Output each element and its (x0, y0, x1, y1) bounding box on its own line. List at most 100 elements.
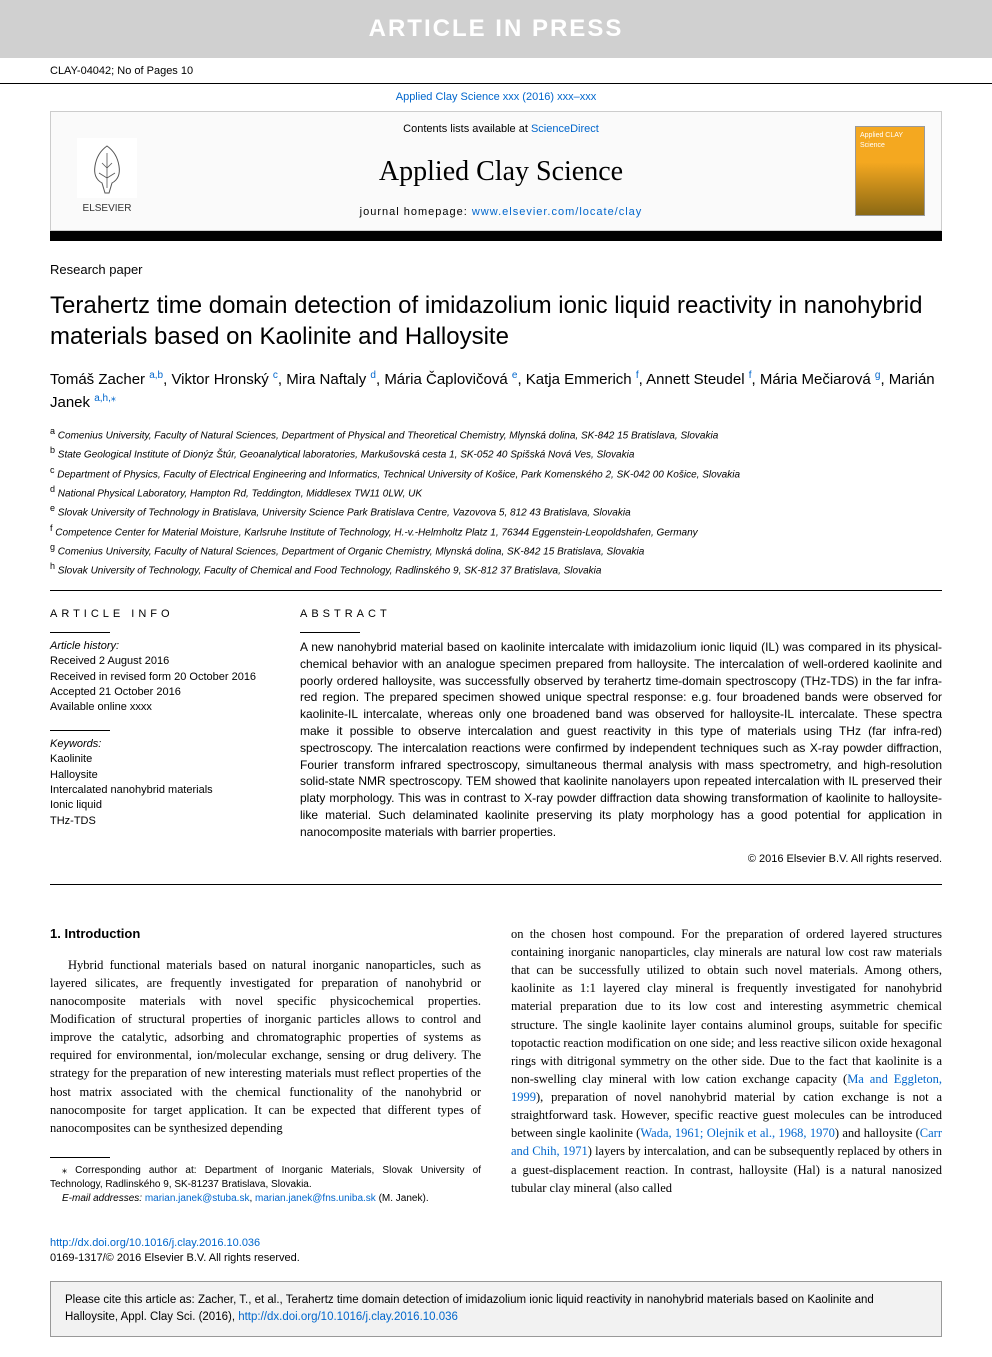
affiliation-key: f (50, 523, 53, 533)
author: Annett Steudel f (646, 371, 751, 388)
citation-line: Applied Clay Science xxx (2016) xxx–xxx (0, 84, 992, 111)
affiliation-key: g (50, 542, 55, 552)
publisher-name: ELSEVIER (83, 202, 132, 216)
history-item: Received 2 August 2016 (50, 654, 270, 669)
footnote-separator (50, 1157, 110, 1158)
corresponding-marker: ⁎ (111, 393, 116, 404)
history-label: Article history: (50, 639, 270, 654)
abstract-divider (300, 632, 360, 633)
article-type: Research paper (50, 261, 942, 279)
author-aff-marker: a,b (149, 370, 163, 381)
doi-link[interactable]: http://dx.doi.org/10.1016/j.clay.2016.10… (50, 1237, 260, 1249)
abstract-text: A new nanohybrid material based on kaoli… (300, 639, 942, 841)
authors: Tomáš Zacher a,b, Viktor Hronský c, Mira… (50, 368, 942, 415)
homepage-line: journal homepage: www.elsevier.com/locat… (147, 205, 855, 220)
keywords-label: Keywords: (50, 737, 270, 752)
affiliation: e Slovak University of Technology in Bra… (50, 502, 942, 520)
issn-line: 0169-1317/© 2016 Elsevier B.V. All right… (50, 1252, 300, 1264)
author-aff-marker: f (749, 370, 752, 381)
author-aff-marker: d (370, 370, 376, 381)
cover-label: Applied CLAY Science (860, 131, 920, 151)
keyword: Kaolinite (50, 752, 270, 767)
author: Mária Čaplovičová e (384, 371, 517, 388)
affiliations: a Comenius University, Faculty of Natura… (50, 425, 942, 590)
intro-right-pre: on the chosen host compound. For the pre… (511, 927, 942, 1086)
right-column: on the chosen host compound. For the pre… (511, 925, 942, 1206)
history-item: Accepted 21 October 2016 (50, 685, 270, 700)
author-aff-marker: g (875, 370, 881, 381)
email-link-1[interactable]: marian.janek@stuba.sk (145, 1193, 250, 1204)
in-press-banner: ARTICLE IN PRESS (0, 0, 992, 58)
intro-right-mid2: ) and halloysite ( (835, 1126, 920, 1140)
article-info-column: article info Article history: Received 2… (50, 607, 270, 868)
journal-title: Applied Clay Science (147, 152, 855, 191)
homepage-link[interactable]: www.elsevier.com/locate/clay (472, 206, 642, 218)
body-columns: 1. Introduction Hybrid functional materi… (50, 925, 942, 1206)
history-item: Received in revised form 20 October 2016 (50, 670, 270, 685)
history-item: Available online xxxx (50, 700, 270, 715)
section-divider (50, 884, 942, 885)
affiliation-key: d (50, 484, 55, 494)
affiliation: f Competence Center for Material Moistur… (50, 522, 942, 540)
email-label: E-mail addresses: (62, 1193, 142, 1204)
intro-heading: 1. Introduction (50, 925, 481, 944)
email-link-2[interactable]: marian.janek@fns.uniba.sk (255, 1193, 376, 1204)
publisher-logo: ELSEVIER (67, 126, 147, 216)
contents-line: Contents lists available at ScienceDirec… (147, 122, 855, 137)
author: Viktor Hronský c (171, 371, 277, 388)
keyword: Halloysite (50, 768, 270, 783)
header-divider (50, 231, 942, 241)
homepage-prefix: journal homepage: (360, 206, 472, 218)
keyword: Ionic liquid (50, 798, 270, 813)
affiliation: a Comenius University, Faculty of Natura… (50, 425, 942, 443)
sciencedirect-link[interactable]: ScienceDirect (531, 123, 599, 135)
affiliation: g Comenius University, Faculty of Natura… (50, 541, 942, 559)
affiliation-key: a (50, 426, 55, 436)
info-abstract-block: article info Article history: Received 2… (50, 590, 942, 885)
article-title: Terahertz time domain detection of imida… (50, 290, 942, 352)
affiliation: b State Geological Institute of Dionýz Š… (50, 444, 942, 462)
keywords-list: KaoliniteHalloysiteIntercalated nanohybr… (50, 752, 270, 829)
author: Mária Mečiarová g (760, 371, 881, 388)
author-aff-marker: f (636, 370, 639, 381)
author-aff-marker: e (512, 370, 518, 381)
cite-box: Please cite this article as: Zacher, T.,… (50, 1281, 942, 1338)
citation-link[interactable]: Applied Clay Science xxx (2016) xxx–xxx (396, 91, 597, 103)
copyright: © 2016 Elsevier B.V. All rights reserved… (300, 852, 942, 867)
intro-para-left: Hybrid functional materials based on nat… (50, 956, 481, 1137)
elsevier-tree-icon (77, 138, 137, 198)
cite-box-text: Please cite this article as: Zacher, T.,… (65, 1294, 874, 1323)
author: Katja Emmerich f (526, 371, 639, 388)
info-divider (50, 632, 110, 633)
abstract-label: abstract (300, 607, 942, 622)
keyword: THz-TDS (50, 814, 270, 829)
history-list: Received 2 August 2016Received in revise… (50, 654, 270, 716)
email-suffix: (M. Janek). (376, 1193, 429, 1204)
footer-doi-block: http://dx.doi.org/10.1016/j.clay.2016.10… (0, 1216, 992, 1273)
intro-para-right: on the chosen host compound. For the pre… (511, 925, 942, 1197)
author-aff-marker: c (273, 370, 278, 381)
author: Mira Naftaly d (286, 371, 376, 388)
email-footnote: E-mail addresses: marian.janek@stuba.sk,… (50, 1192, 481, 1206)
affiliation-key: e (50, 503, 55, 513)
corresponding-author-note: ⁎ Corresponding author at: Department of… (50, 1164, 481, 1192)
header-meta: CLAY-04042; No of Pages 10 (0, 58, 992, 84)
affiliation: c Department of Physics, Faculty of Elec… (50, 464, 942, 482)
journal-cover-thumb: Applied CLAY Science (855, 126, 925, 216)
journal-center: Contents lists available at ScienceDirec… (147, 122, 855, 220)
affiliation: h Slovak University of Technology, Facul… (50, 560, 942, 578)
affiliation-key: h (50, 561, 55, 571)
ref-link-2[interactable]: Wada, 1961; Olejnik et al., 1968, 1970 (640, 1126, 835, 1140)
article-info-label: article info (50, 607, 270, 622)
contents-prefix: Contents lists available at (403, 123, 531, 135)
affiliation-key: c (50, 465, 55, 475)
affiliation-key: b (50, 445, 55, 455)
author-aff-marker: a,h, (94, 393, 111, 404)
journal-header: ELSEVIER Contents lists available at Sci… (50, 111, 942, 231)
affiliation: d National Physical Laboratory, Hampton … (50, 483, 942, 501)
keywords-divider (50, 730, 110, 731)
left-column: 1. Introduction Hybrid functional materi… (50, 925, 481, 1206)
author: Tomáš Zacher a,b (50, 371, 163, 388)
keyword: Intercalated nanohybrid materials (50, 783, 270, 798)
cite-box-doi-link[interactable]: http://dx.doi.org/10.1016/j.clay.2016.10… (238, 1311, 458, 1323)
